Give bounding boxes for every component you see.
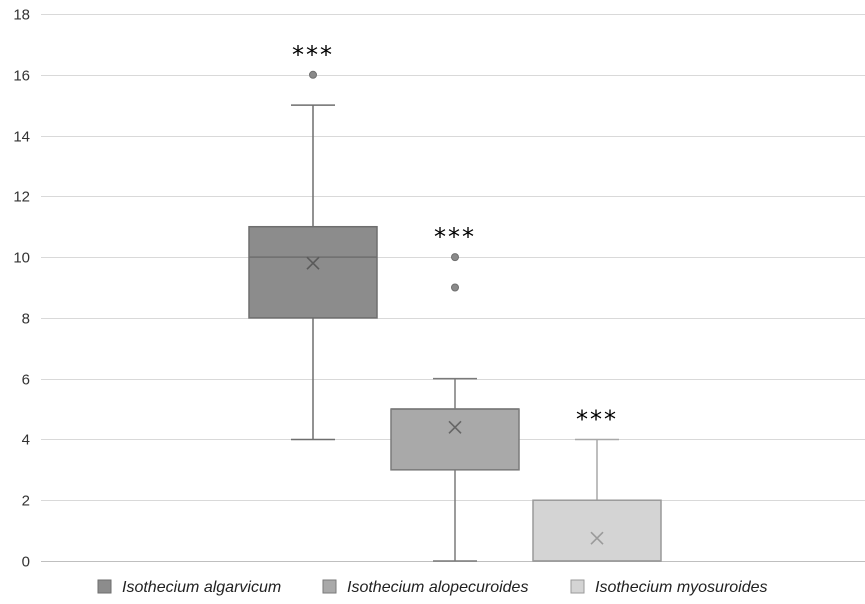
legend-swatch — [570, 579, 585, 594]
y-tick-label: 12 — [13, 189, 30, 206]
significance-label: *** — [292, 41, 334, 69]
outlier-point — [451, 253, 459, 262]
legend-item: Isothecium alopecuroides — [322, 579, 528, 596]
legend-label: Isothecium algarvicum — [122, 579, 281, 596]
y-tick-label: 14 — [13, 129, 30, 146]
iqr-box — [390, 408, 520, 471]
box-1: *** — [248, 41, 378, 441]
outlier-point — [309, 70, 317, 79]
legend-item: Isothecium algarvicum — [97, 579, 281, 596]
y-tick-label: 6 — [22, 372, 30, 389]
mean-marker — [306, 256, 320, 270]
significance-label: *** — [576, 405, 618, 433]
mean-marker — [448, 420, 462, 434]
y-tick-label: 8 — [22, 311, 30, 328]
y-axis: 0 2 4 6 8 10 12 14 16 18 — [13, 7, 30, 571]
box-2: *** — [390, 223, 520, 562]
y-tick-label: 10 — [13, 250, 30, 267]
y-tick-label: 2 — [22, 493, 30, 510]
legend-item: Isothecium myosuroides — [570, 579, 768, 596]
legend-label: Isothecium alopecuroides — [347, 579, 528, 596]
legend: Isothecium algarvicum Isothecium alopecur… — [97, 579, 768, 596]
legend-label: Isothecium myosuroides — [595, 579, 768, 596]
legend-swatch — [97, 579, 112, 594]
iqr-box — [532, 499, 662, 562]
significance-label: *** — [434, 223, 476, 251]
box-3: *** — [532, 405, 662, 562]
y-tick-label: 4 — [22, 432, 30, 449]
mean-marker — [590, 531, 604, 545]
iqr-box — [248, 225, 378, 319]
y-tick-label: 18 — [13, 7, 30, 24]
legend-swatch — [322, 579, 337, 594]
boxes: *** *** *** — [248, 41, 662, 562]
y-tick-label: 16 — [13, 68, 30, 85]
outlier-point — [451, 283, 459, 292]
y-tick-label: 0 — [22, 554, 30, 571]
